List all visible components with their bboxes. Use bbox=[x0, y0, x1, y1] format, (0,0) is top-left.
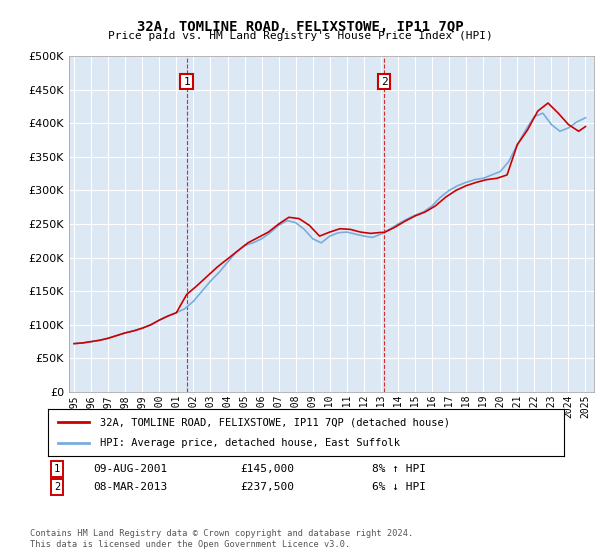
Text: 09-AUG-2001: 09-AUG-2001 bbox=[93, 464, 167, 474]
Text: 6% ↓ HPI: 6% ↓ HPI bbox=[372, 482, 426, 492]
Text: 1: 1 bbox=[183, 77, 190, 87]
Text: 32A, TOMLINE ROAD, FELIXSTOWE, IP11 7QP (detached house): 32A, TOMLINE ROAD, FELIXSTOWE, IP11 7QP … bbox=[100, 417, 449, 427]
Text: Contains HM Land Registry data © Crown copyright and database right 2024.
This d: Contains HM Land Registry data © Crown c… bbox=[30, 529, 413, 549]
Text: 2: 2 bbox=[381, 77, 388, 87]
Text: HPI: Average price, detached house, East Suffolk: HPI: Average price, detached house, East… bbox=[100, 438, 400, 448]
Text: Price paid vs. HM Land Registry's House Price Index (HPI): Price paid vs. HM Land Registry's House … bbox=[107, 31, 493, 41]
Text: £145,000: £145,000 bbox=[240, 464, 294, 474]
Text: 1: 1 bbox=[54, 464, 60, 474]
Text: £237,500: £237,500 bbox=[240, 482, 294, 492]
Text: 8% ↑ HPI: 8% ↑ HPI bbox=[372, 464, 426, 474]
Text: 08-MAR-2013: 08-MAR-2013 bbox=[93, 482, 167, 492]
Text: 32A, TOMLINE ROAD, FELIXSTOWE, IP11 7QP: 32A, TOMLINE ROAD, FELIXSTOWE, IP11 7QP bbox=[137, 20, 463, 34]
Text: 2: 2 bbox=[54, 482, 60, 492]
